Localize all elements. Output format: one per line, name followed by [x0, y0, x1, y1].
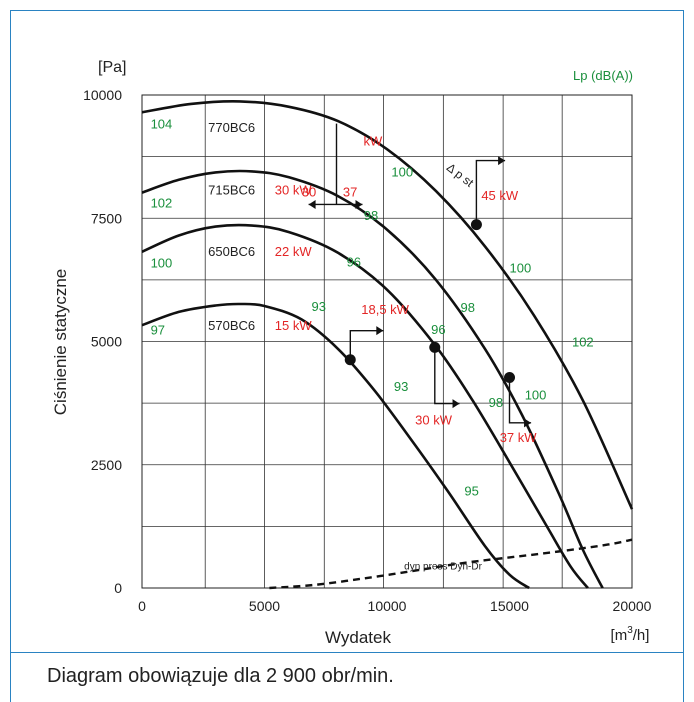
noise-level-value: 100 — [151, 256, 173, 271]
motor-power-label: 18,5 kW — [361, 302, 409, 317]
x-tick-label: 20000 — [613, 598, 652, 614]
fan-curve-770bc6 — [141, 99, 634, 510]
noise-level-value: 93 — [394, 379, 408, 394]
noise-level-value: 102 — [572, 335, 594, 350]
arrow-line — [475, 159, 506, 225]
noise-level-value: 98 — [489, 395, 503, 410]
caption-divider — [10, 652, 684, 653]
curve-model-label: 570BC6 — [208, 318, 255, 333]
fan-curve-650bc6 — [141, 223, 589, 589]
noise-level-value: 100 — [525, 388, 547, 403]
arrow-head — [376, 326, 384, 336]
operating-point — [504, 371, 515, 383]
chart-caption: Diagram obowiązuje dla 2 900 obr/min. — [47, 665, 394, 687]
static-pressure-label: Δ p st — [444, 160, 477, 190]
y-tick-label: 5000 — [91, 334, 122, 350]
noise-level-value: 93 — [312, 299, 326, 314]
arrow-head — [498, 156, 506, 166]
motor-power-label: 30 kW — [415, 412, 453, 427]
x-tick-label: 5000 — [249, 598, 280, 614]
noise-level-label: Lp (dB(A)) — [573, 68, 633, 83]
noise-level-value: 104 — [151, 117, 173, 132]
noise-level-value: 98 — [364, 208, 378, 223]
noise-level-value: 102 — [151, 195, 173, 210]
x-axis-label: Wydatek — [325, 628, 391, 647]
x-tick-label: 10000 — [368, 598, 407, 614]
noise-level-value: 100 — [391, 164, 413, 179]
motor-power-label: 30 — [302, 185, 316, 200]
motor-power-label: 15 kW — [275, 318, 313, 333]
x-axis-unit: [m3/h] — [611, 625, 650, 644]
chart-labels: 0 5000 10000 15000 20000 0 2500 5000 7500 10000 dy… — [83, 87, 652, 614]
operating-points — [344, 219, 515, 383]
operating-point — [344, 354, 356, 366]
arrow-head — [452, 399, 460, 409]
y-tick-label: 0 — [114, 580, 122, 596]
curve-model-label: 715BC6 — [208, 183, 255, 198]
dynamic-pressure-label: dyn press Dyn-Dr — [404, 561, 482, 572]
dynamic-pressure-curve — [269, 538, 633, 590]
arrow-line — [508, 377, 532, 424]
curves — [141, 99, 634, 590]
fan-curve-570bc6 — [141, 302, 530, 590]
arrow-head — [524, 418, 532, 428]
noise-level-value: 97 — [151, 323, 165, 338]
noise-level-value: 100 — [510, 261, 532, 276]
arrow-line — [349, 330, 384, 360]
arrow-line — [434, 347, 460, 405]
power-arrows — [308, 123, 532, 428]
motor-power-label: kW — [363, 133, 383, 148]
noise-level-value: 98 — [461, 300, 475, 315]
motor-power-label: 22 kW — [275, 244, 313, 259]
chart-frame — [10, 10, 684, 702]
operating-point — [429, 341, 441, 353]
fan-curve-715bc6 — [141, 169, 604, 589]
x-tick-label: 0 — [138, 598, 146, 614]
arrow-head — [308, 199, 316, 209]
arrow-head — [355, 199, 363, 209]
operating-point — [470, 219, 482, 231]
motor-power-label: 45 kW — [481, 188, 519, 203]
curve-model-label: 650BC6 — [208, 244, 255, 259]
motor-power-label: 37 — [343, 185, 357, 200]
motor-power-label: 37 kW — [500, 430, 538, 445]
noise-level-value: 95 — [464, 483, 478, 498]
plot-border — [141, 94, 633, 589]
y-tick-label: 10000 — [83, 87, 122, 103]
x-tick-label: 15000 — [490, 598, 529, 614]
noise-level-value: 96 — [431, 322, 445, 337]
y-axis-unit: [Pa] — [98, 59, 126, 76]
y-tick-label: 7500 — [91, 210, 122, 226]
curve-model-label: 770BC6 — [208, 120, 255, 135]
noise-level-value: 96 — [347, 255, 361, 270]
performance-chart: 0 5000 10000 15000 20000 0 2500 5000 7500 10000 dy… — [51, 59, 652, 647]
grid — [141, 94, 633, 589]
motor-power-label: 30 kW — [275, 183, 313, 198]
y-tick-label: 2500 — [91, 457, 122, 473]
y-axis-label: Ciśnienie statyczne — [51, 269, 70, 415]
